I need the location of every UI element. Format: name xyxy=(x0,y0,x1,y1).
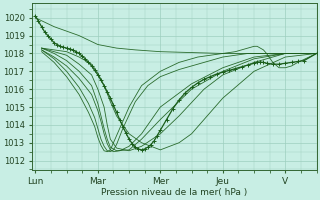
X-axis label: Pression niveau de la mer( hPa ): Pression niveau de la mer( hPa ) xyxy=(101,188,247,197)
